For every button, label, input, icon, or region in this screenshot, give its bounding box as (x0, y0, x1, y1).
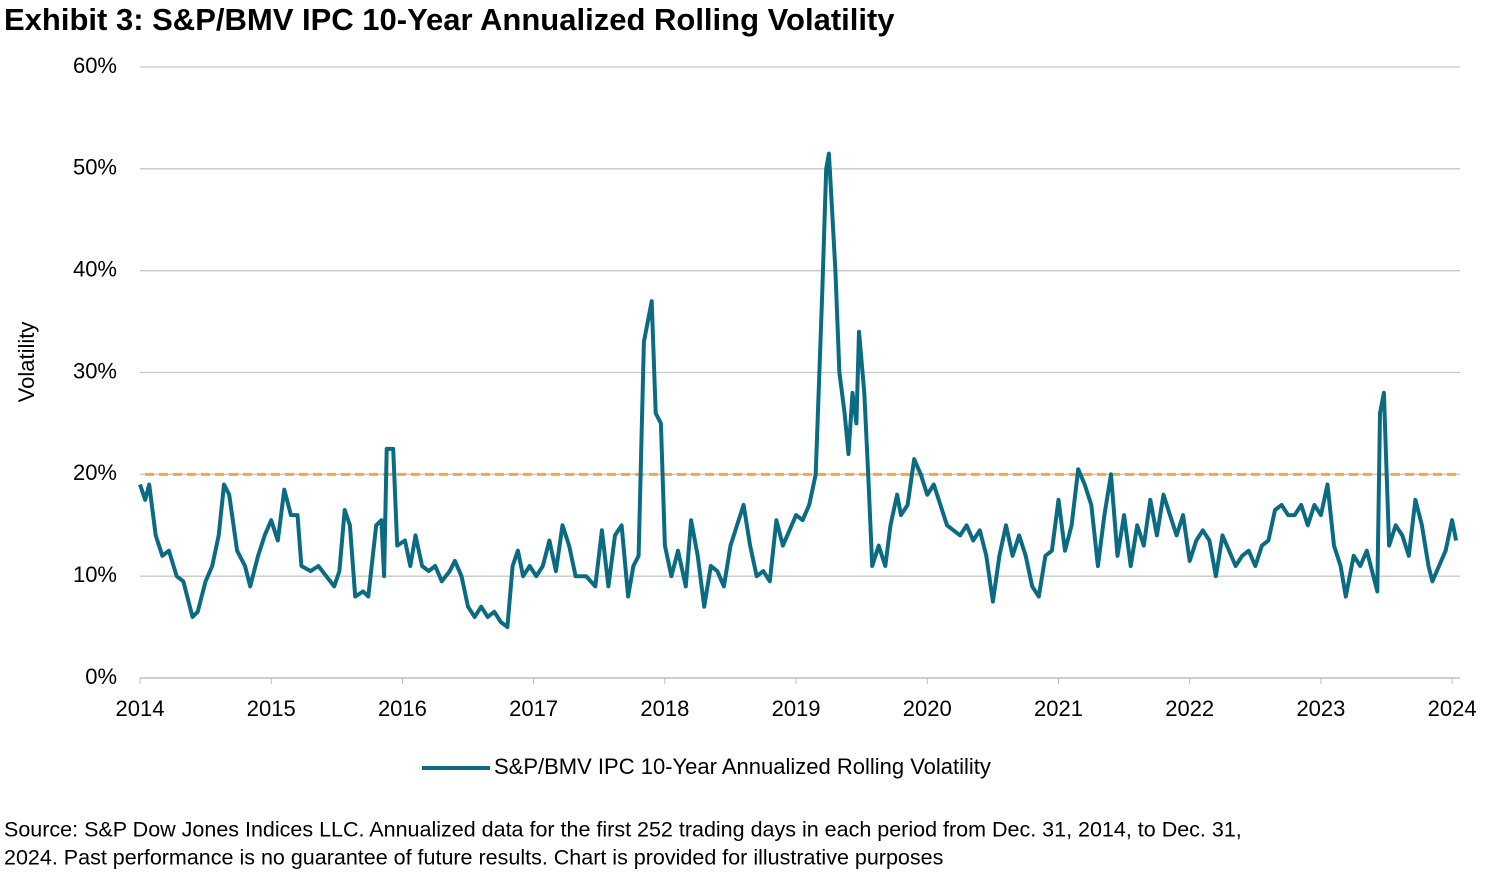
y-tick-label: 40% (73, 256, 117, 281)
x-tick-label: 2019 (772, 696, 821, 721)
x-tick-label: 2014 (116, 696, 165, 721)
chart-title: Exhibit 3: S&P/BMV IPC 10-Year Annualize… (4, 2, 895, 37)
y-tick-label: 50% (73, 155, 117, 180)
x-tick-label: 2016 (378, 696, 427, 721)
data-line (138, 151, 1459, 630)
y-tick-label: 0% (85, 664, 117, 689)
x-tick-label: 2022 (1165, 696, 1214, 721)
y-tick-label: 10% (73, 562, 117, 587)
legend-label: S&P/BMV IPC 10-Year Annualized Rolling V… (494, 754, 991, 779)
x-tick-label: 2015 (247, 696, 296, 721)
y-tick-label: 20% (73, 460, 117, 485)
x-tick-label: 2017 (509, 696, 558, 721)
x-tick-label: 2020 (903, 696, 952, 721)
x-tick-label: 2023 (1296, 696, 1345, 721)
x-tick-label: 2018 (640, 696, 689, 721)
y-axis-title: Volatility (14, 322, 39, 403)
source-note: Source: S&P Dow Jones Indices LLC. Annua… (4, 818, 1242, 842)
y-tick-label: 60% (73, 53, 117, 78)
source-note: 2024. Past performance is no guarantee o… (4, 846, 943, 870)
x-tick-label: 2021 (1034, 696, 1083, 721)
x-tick-label: 2024 (1428, 696, 1477, 721)
y-tick-label: 30% (73, 358, 117, 383)
